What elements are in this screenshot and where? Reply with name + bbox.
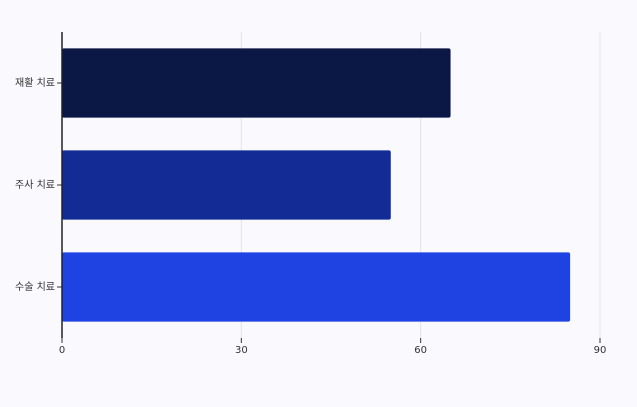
- bar: [62, 252, 571, 322]
- y-tick-label: 주사 치료: [15, 179, 55, 191]
- x-tick-label: 60: [414, 345, 427, 356]
- y-tick-label: 재활 치료: [15, 76, 55, 89]
- x-tick-label: 90: [594, 345, 607, 356]
- bar: [62, 48, 451, 118]
- bar: [62, 150, 391, 220]
- x-tick-label: 0: [59, 345, 65, 356]
- x-tick-label: 30: [235, 345, 248, 356]
- y-tick-label: 수술 치료: [15, 281, 55, 293]
